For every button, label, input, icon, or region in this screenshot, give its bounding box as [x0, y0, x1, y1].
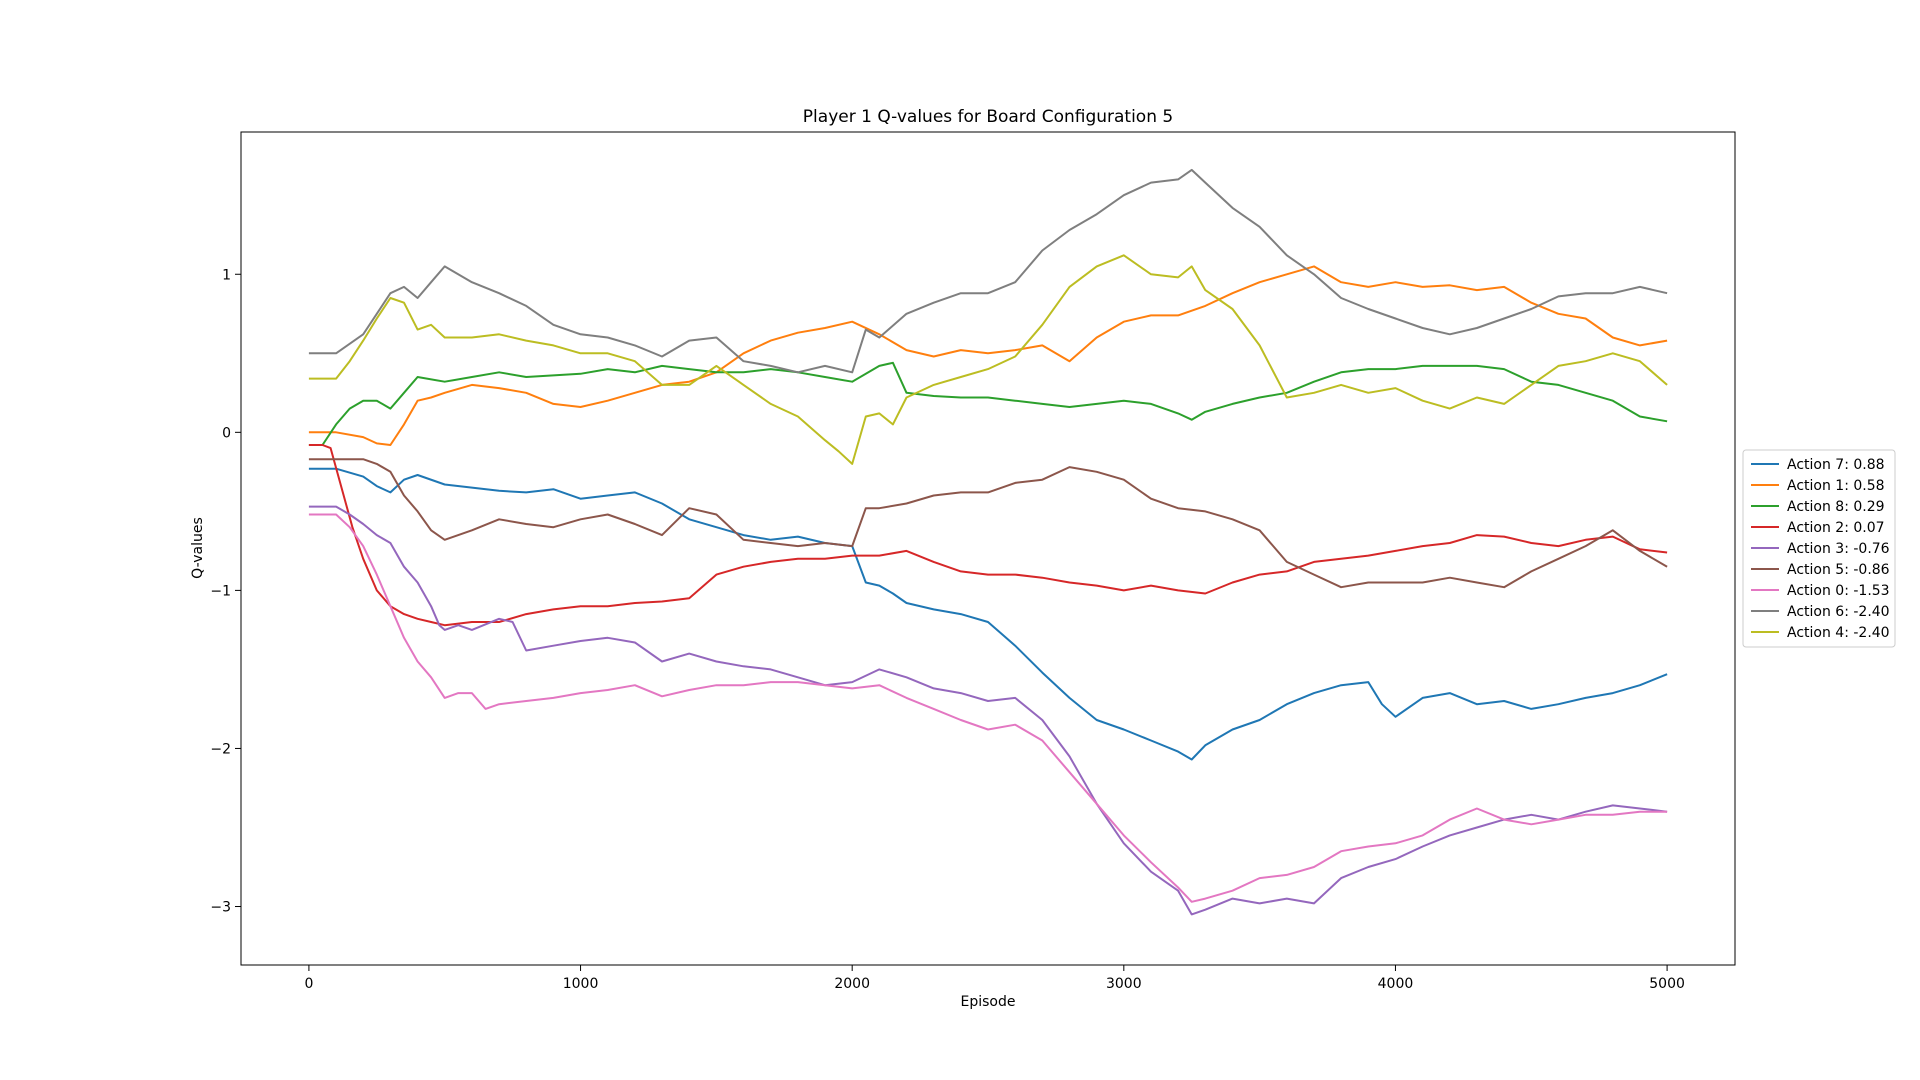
- legend-entry-label: Action 4: -2.40: [1787, 625, 1890, 641]
- series-lines: [308, 168, 1668, 916]
- x-tick-label: 1000: [563, 976, 599, 992]
- y-tick-label: −3: [210, 900, 231, 916]
- legend: Action 7: 0.88 Action 1: 0.58 Action 8: 0.…: [1742, 449, 1896, 648]
- legend-entry-label: Action 2: 0.07: [1787, 520, 1885, 536]
- x-axis-label: Episode: [961, 994, 1016, 1010]
- legend-entry-label: Action 3: -0.76: [1787, 541, 1890, 557]
- series-line-0: [308, 467, 1668, 761]
- series-line-5: [308, 458, 1668, 589]
- plot-frame: [240, 131, 1736, 966]
- x-tick-label: 4000: [1378, 976, 1414, 992]
- series-line-4: [308, 505, 1668, 916]
- y-axis: −3 −2 −1 0 1: [210, 267, 241, 916]
- x-tick-label: 3000: [1106, 976, 1142, 992]
- legend-entry-label: Action 8: 0.29: [1787, 499, 1885, 515]
- legend-entry-label: Action 5: -0.86: [1787, 562, 1890, 578]
- legend-entry-label: Action 7: 0.88: [1787, 457, 1885, 473]
- series-line-7: [308, 168, 1668, 374]
- y-tick-label: −1: [210, 583, 231, 599]
- legend-entry-label: Action 1: 0.58: [1787, 478, 1885, 494]
- series-line-3: [308, 444, 1668, 627]
- legend-entry-label: Action 0: -1.53: [1787, 583, 1890, 599]
- chart-title: Player 1 Q-values for Board Configuratio…: [803, 107, 1173, 127]
- y-tick-label: 1: [222, 267, 231, 283]
- x-tick-label: 5000: [1649, 976, 1685, 992]
- series-line-1: [308, 265, 1668, 446]
- legend-entry-label: Action 6: -2.40: [1787, 604, 1890, 620]
- x-tick-label: 2000: [834, 976, 870, 992]
- y-axis-label: Q-values: [190, 517, 206, 579]
- y-tick-label: 0: [222, 425, 231, 441]
- y-tick-label: −2: [210, 741, 231, 757]
- series-line-8: [308, 254, 1668, 465]
- series-line-2: [308, 361, 1668, 446]
- x-axis: 0 1000 2000 3000 4000 5000: [304, 965, 1685, 992]
- series-line-6: [308, 513, 1668, 903]
- x-tick-label: 0: [304, 976, 313, 992]
- legend-box: [1742, 449, 1896, 648]
